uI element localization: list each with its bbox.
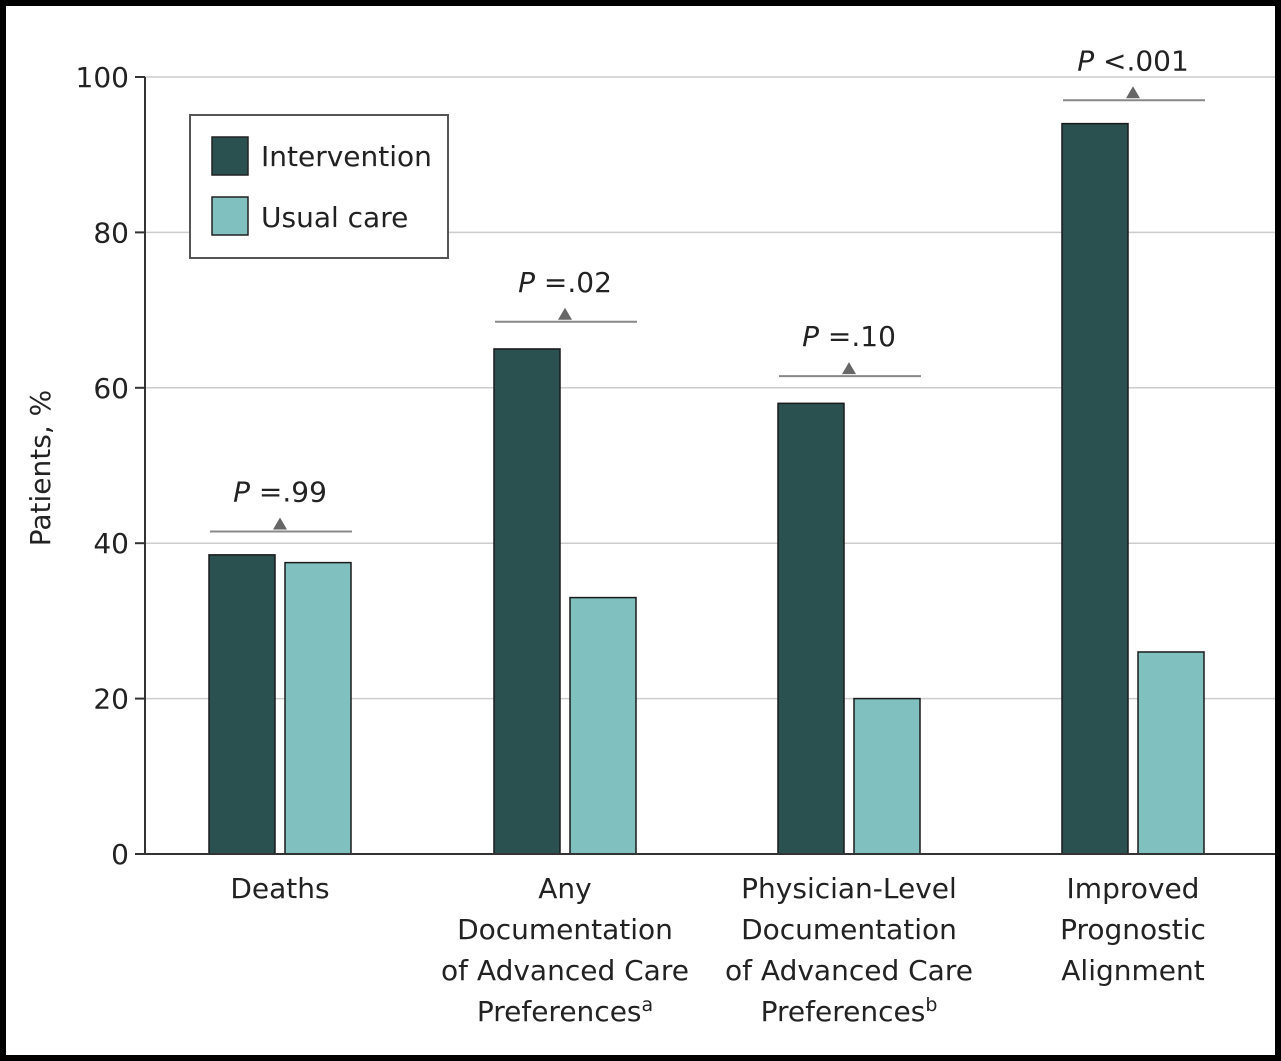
chart-frame: 0 20 40 60 80 100 Deaths Any Documentation of Ad… xyxy=(6,6,1275,1055)
bars xyxy=(208,122,1205,855)
y-tick-label: 60 xyxy=(93,372,129,405)
p-value-label: P <.001 xyxy=(1077,44,1189,77)
y-axis-title: Patients, % xyxy=(24,390,57,547)
bar-intervention-0 xyxy=(208,554,276,855)
p-value-marker xyxy=(1126,86,1140,99)
y-tick-label: 80 xyxy=(93,216,129,249)
legend-swatch-usual-care xyxy=(211,196,249,236)
category-labels: Deaths Any Documentation of Advanced Care Pr… xyxy=(230,872,1206,1028)
bar-intervention-2 xyxy=(777,402,845,855)
y-tick-label: 20 xyxy=(93,683,129,716)
bar-chart: 0 20 40 60 80 100 Deaths Any Documentation of Ad… xyxy=(24,44,1275,1028)
p-value-label: P =.10 xyxy=(802,320,896,353)
legend-label-intervention: Intervention xyxy=(261,140,432,173)
p-value-marker xyxy=(558,307,572,320)
bar-usual-care-0 xyxy=(284,561,352,855)
y-tick-label: 100 xyxy=(76,61,129,94)
bar-usual-care-2 xyxy=(853,697,921,855)
legend: Intervention Usual care xyxy=(189,114,449,259)
p-value-annotations: P =.99 P =.02 P =.10 P <.001 xyxy=(210,44,1205,533)
y-tick-label: 0 xyxy=(111,838,129,871)
y-tick-labels: 0 20 40 60 80 100 xyxy=(76,61,129,871)
category-label: Physician-Level Documentation of Advanced … xyxy=(725,872,973,1028)
legend-swatch-intervention xyxy=(211,136,249,176)
bar-usual-care-3 xyxy=(1137,651,1205,855)
legend-label-usual-care: Usual care xyxy=(261,201,408,234)
p-value-label: P =.99 xyxy=(233,476,327,509)
y-tick-label: 40 xyxy=(93,527,129,560)
p-value-marker xyxy=(273,517,287,530)
p-value-marker xyxy=(842,362,856,375)
category-label: Any Documentation of Advanced Care Preferen… xyxy=(441,872,689,1028)
category-label: Improved Prognostic Alignment xyxy=(1060,872,1206,987)
category-label: Deaths xyxy=(230,872,329,905)
p-value-label: P =.02 xyxy=(518,266,612,299)
y-axis xyxy=(144,77,1275,855)
bar-intervention-3 xyxy=(1061,122,1129,855)
bar-intervention-1 xyxy=(493,348,561,855)
bar-usual-care-1 xyxy=(569,596,637,855)
